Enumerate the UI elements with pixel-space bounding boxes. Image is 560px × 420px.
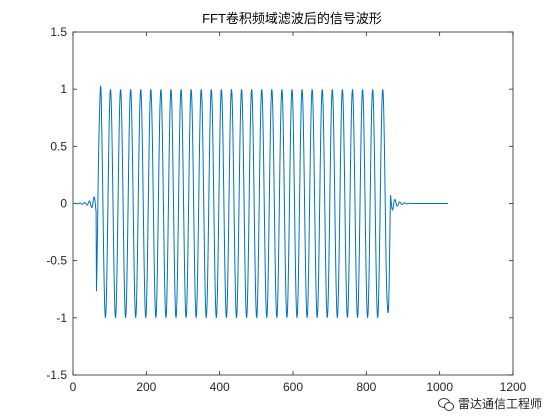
- watermark-text: 雷达通信工程师: [457, 397, 542, 411]
- wechat-icon: [437, 397, 454, 411]
- signal-line: [73, 84, 449, 319]
- x-tick-label: 1200: [500, 380, 527, 394]
- x-tick-label: 200: [136, 380, 156, 394]
- y-tick-label: 1.5: [50, 25, 67, 39]
- y-tick-label: 0: [60, 197, 67, 211]
- watermark: 雷达通信工程师: [433, 393, 546, 414]
- x-tick-label: 600: [283, 380, 303, 394]
- y-tick-label: -1.5: [46, 368, 67, 382]
- x-tick-label: 800: [356, 380, 376, 394]
- chart-title: FFT卷积频域滤波后的信号波形: [202, 11, 382, 26]
- x-tick-label: 0: [70, 380, 77, 394]
- y-tick-label: 1: [60, 82, 67, 96]
- x-axis: 0 200 400 600 800 1000 1200: [70, 32, 527, 394]
- x-tick-label: 1000: [426, 380, 453, 394]
- y-tick-label: -0.5: [46, 254, 67, 268]
- y-tick-label: 0.5: [50, 139, 67, 153]
- y-tick-label: -1: [56, 311, 67, 325]
- x-tick-label: 400: [210, 380, 230, 394]
